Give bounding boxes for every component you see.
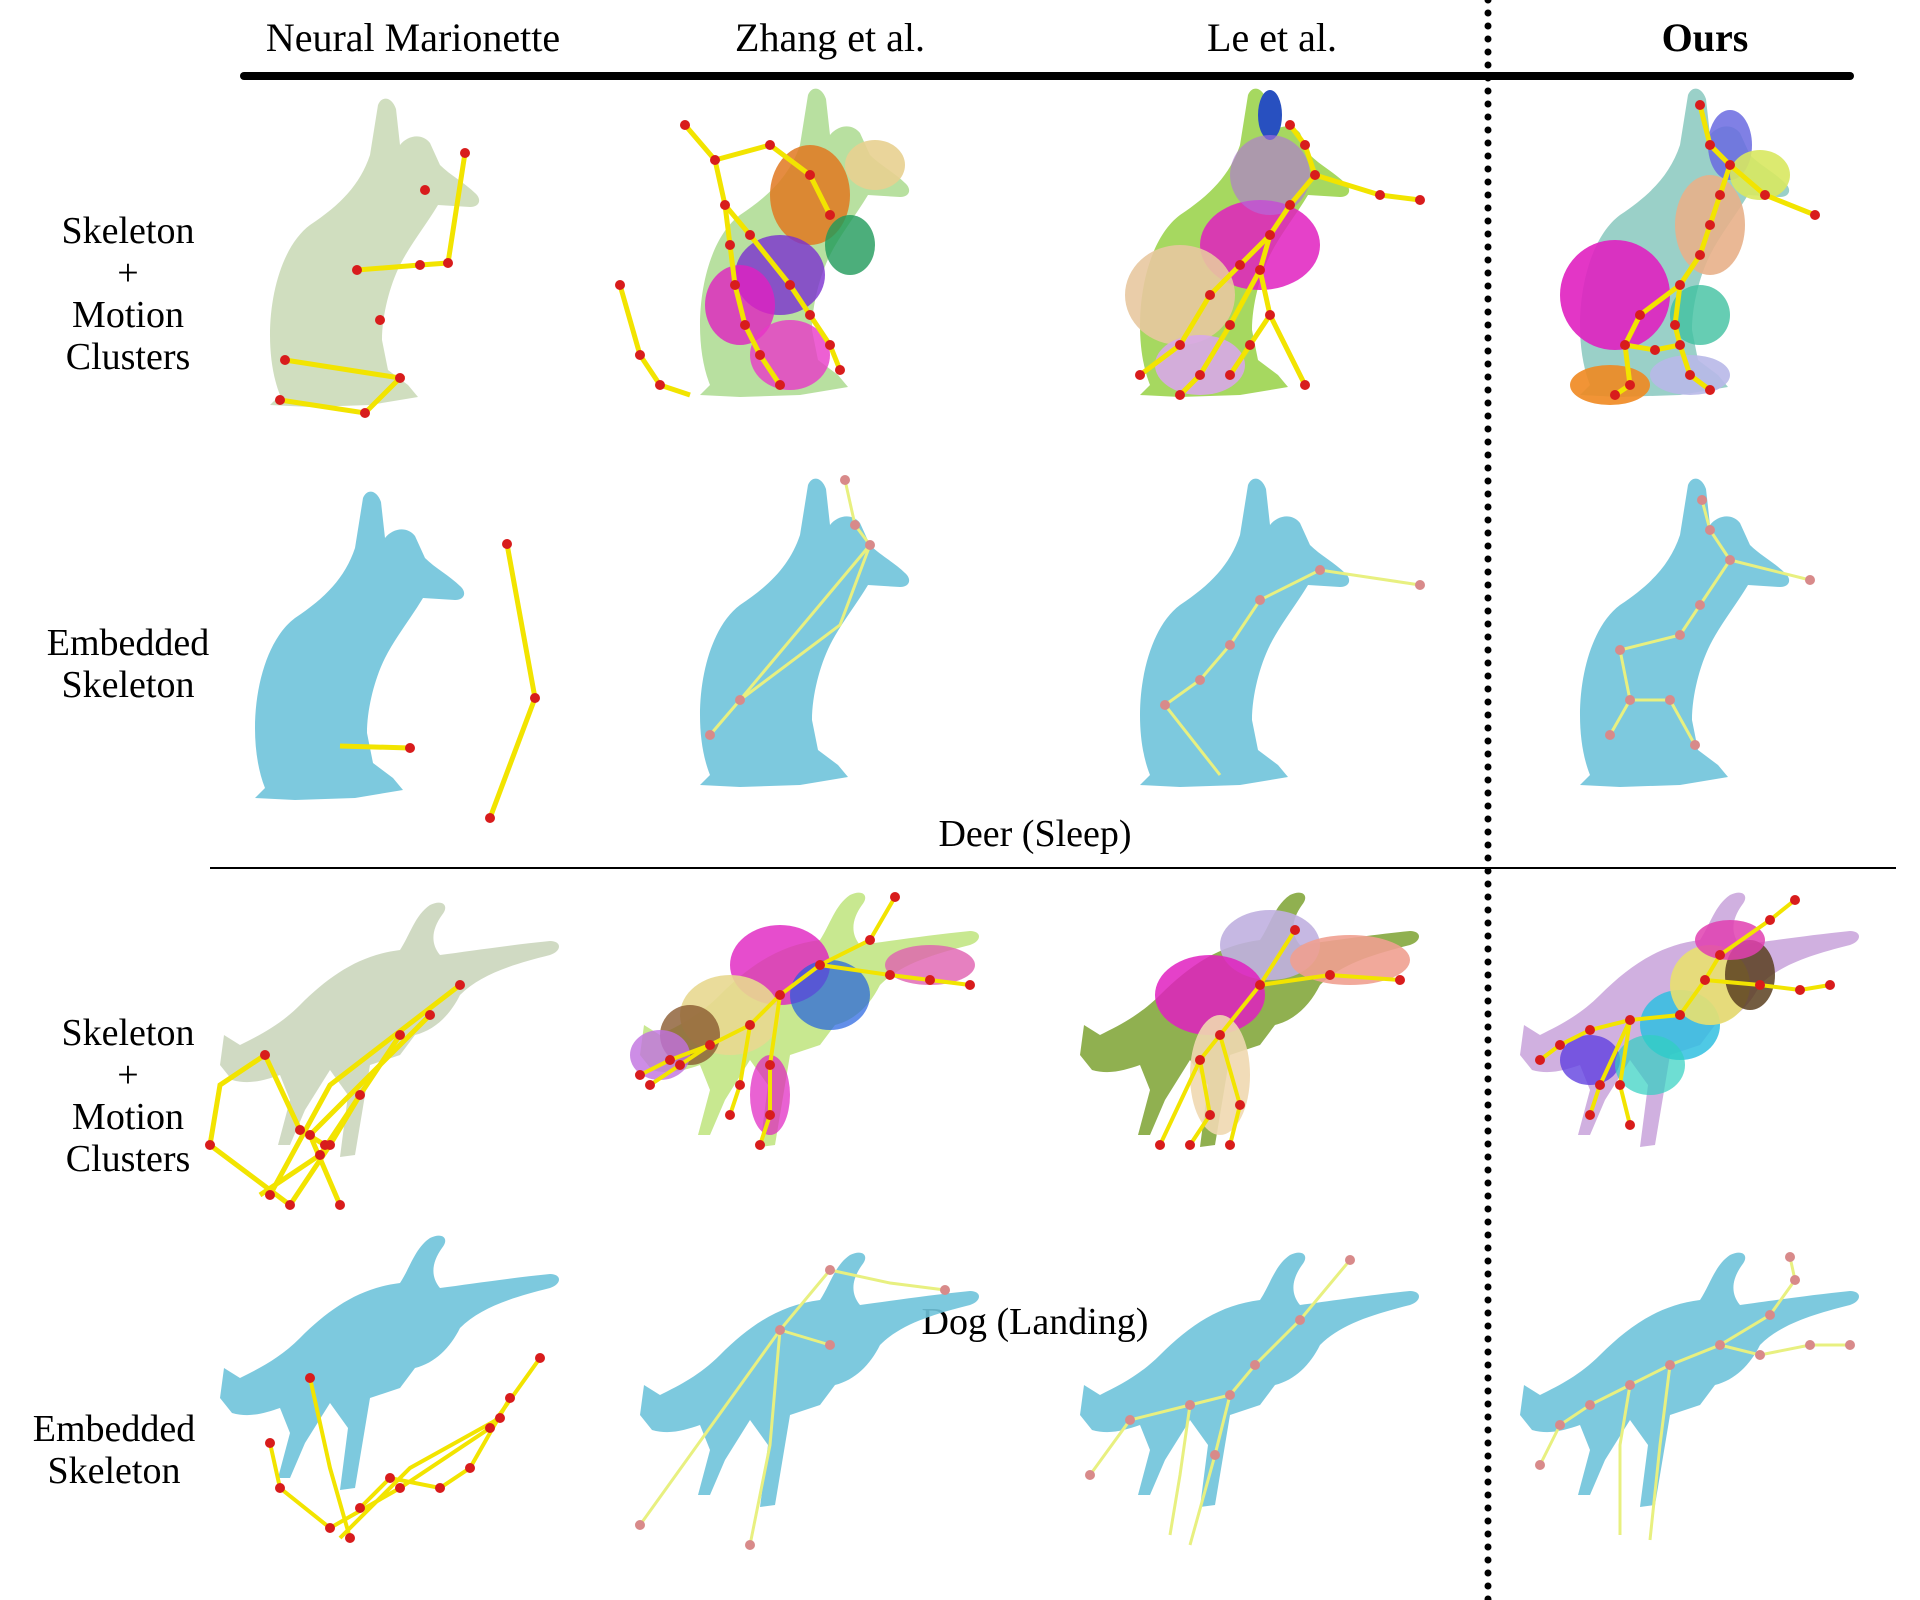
caption-deer-sleep: Deer (Sleep) — [938, 813, 1132, 855]
row-label-deer-skeleton-clusters: Skeleton + Motion Clusters — [61, 210, 195, 378]
deer-clusters-zhang — [615, 88, 910, 398]
dog-clusters-ours — [1520, 892, 1859, 1147]
dog-embedded-neural-marionette — [220, 1235, 559, 1543]
deer-embedded-ours — [1580, 478, 1815, 787]
caption-dog-landing: Dog (Landing) — [921, 1301, 1149, 1343]
dog-clusters-neural-marionette — [205, 902, 559, 1210]
dog-clusters-le — [1080, 892, 1419, 1150]
dog-embedded-ours — [1520, 1252, 1859, 1541]
dog-clusters-zhang — [630, 892, 979, 1150]
col-header-zhang: Zhang et al. — [735, 15, 925, 60]
deer-clusters-le — [1125, 88, 1425, 400]
col-header-neural-marionette: Neural Marionette — [265, 15, 561, 60]
deer-embedded-neural-marionette — [255, 491, 540, 823]
deer-clusters-neural-marionette — [270, 98, 480, 418]
row-label-dog-embedded: Embedded Skeleton — [32, 1408, 196, 1492]
row-label-deer-embedded: Embedded Skeleton — [46, 622, 210, 706]
col-header-ours: Ours — [1661, 15, 1749, 60]
row-label-dog-skeleton-clusters: Skeleton + Motion Clusters — [61, 1012, 195, 1180]
col-header-le: Le et al. — [1207, 15, 1337, 60]
dog-embedded-le — [1080, 1252, 1419, 1546]
deer-embedded-zhang — [700, 475, 910, 787]
deer-clusters-ours — [1560, 88, 1820, 405]
deer-embedded-le — [1140, 478, 1425, 787]
dog-embedded-zhang — [635, 1252, 979, 1550]
